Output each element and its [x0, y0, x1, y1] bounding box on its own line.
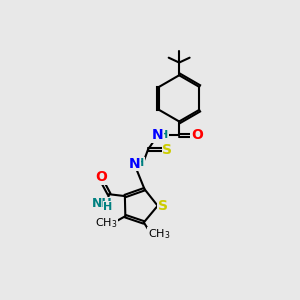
Text: O: O: [191, 128, 203, 142]
Text: H: H: [159, 130, 168, 140]
Text: S: S: [158, 199, 168, 213]
Text: CH$_3$: CH$_3$: [95, 216, 118, 230]
Text: NH: NH: [92, 197, 113, 210]
Text: CH$_3$: CH$_3$: [148, 227, 170, 241]
Text: N: N: [152, 128, 164, 142]
Text: H: H: [103, 202, 112, 212]
Text: H: H: [135, 158, 145, 168]
Text: N: N: [128, 157, 140, 170]
Text: S: S: [162, 143, 172, 157]
Text: O: O: [96, 170, 107, 184]
